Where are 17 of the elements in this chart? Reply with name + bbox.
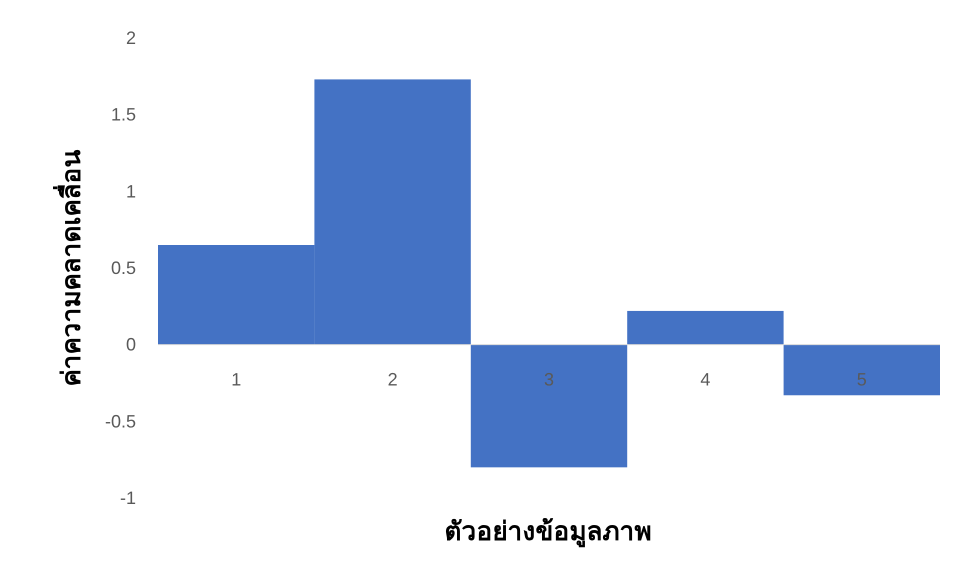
x-axis-title: ตัวอย่างข้อมูลภาพ <box>444 516 652 548</box>
x-tick-label: 3 <box>544 370 554 390</box>
x-tick-label: 2 <box>388 370 398 390</box>
y-tick-label: 0.5 <box>110 258 136 278</box>
y-tick-label: 1 <box>126 181 136 202</box>
x-tick-label: 4 <box>700 370 710 390</box>
bar <box>784 344 940 396</box>
y-axis-title: ค่าความคลาดเคลื่อน <box>52 150 86 386</box>
y-tick-label: 1.5 <box>110 104 136 125</box>
y-tick-label: -1 <box>120 488 136 508</box>
bar <box>627 310 784 345</box>
x-tick-label: 5 <box>856 370 867 390</box>
y-tick-label: -0.5 <box>104 411 136 432</box>
y-tick-label: 0 <box>126 334 136 355</box>
x-tick-label: 1 <box>231 370 242 390</box>
bar <box>470 344 628 468</box>
y-tick-label: 2 <box>126 28 136 48</box>
